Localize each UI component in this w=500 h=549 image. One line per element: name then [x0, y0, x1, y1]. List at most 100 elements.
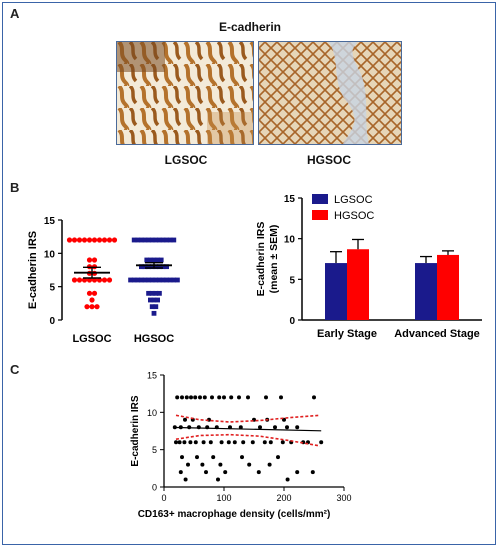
panel-letter-c: C	[10, 362, 20, 377]
dotplot-point	[91, 257, 98, 263]
scatter-point	[193, 440, 198, 445]
dotplot-point	[89, 304, 95, 310]
dotplot-point	[86, 237, 93, 243]
scatter-point	[210, 395, 214, 400]
dotplot-point	[101, 237, 108, 243]
scatter-point	[232, 440, 237, 445]
dotplot-point	[96, 237, 103, 243]
scatter-y-label: E-cadherin IRS	[130, 395, 141, 466]
dotplot-point	[158, 257, 164, 263]
dotplot-y-tick-label: 15	[44, 216, 56, 227]
dotplot-point	[153, 264, 159, 270]
dotplot-point	[146, 290, 151, 296]
scatter-y-tick-label: 15	[147, 371, 157, 381]
scatter-point	[195, 455, 199, 460]
scatter-point	[186, 462, 190, 467]
dotplot-point	[149, 290, 155, 296]
scatter-point	[246, 395, 250, 400]
scatter-point	[200, 462, 205, 467]
dotplot-point	[160, 277, 166, 283]
scatter-point	[262, 440, 267, 445]
scatter-point	[218, 462, 223, 467]
dotplot-point	[86, 290, 93, 296]
barplot-y-label: E-cadherin IRS(mean ± SEM)	[255, 222, 280, 297]
dotplot-point	[94, 304, 100, 310]
dotplot-point	[157, 290, 162, 296]
scatter-y-tick-label: 5	[152, 445, 157, 455]
scatter-point	[177, 440, 182, 445]
scatter-x-tick-label: 300	[336, 493, 351, 503]
barplot-chart: 0 5 10 15 E-cadherin IRS(mean ± SEM) Early St…	[255, 194, 482, 340]
scatter-point	[285, 477, 290, 482]
dotplot-point	[164, 237, 169, 243]
dotplot-point	[86, 277, 93, 283]
scatter-point	[180, 395, 184, 400]
dotplot-point	[76, 237, 83, 243]
dotplot-point	[148, 257, 153, 263]
dotplot-point	[151, 257, 157, 263]
dotplot-point	[164, 264, 169, 270]
scatter-x-tick-label: 0	[161, 493, 166, 503]
barplot-bar	[437, 254, 459, 320]
scatter-point	[241, 440, 246, 445]
dotplot-y-tick-label: 5	[49, 283, 55, 294]
barplot-x-tick-label: Advanced Stage	[394, 328, 480, 340]
figure-frame	[2, 2, 496, 545]
barplot-bar	[347, 249, 369, 320]
scatter-point	[279, 395, 283, 400]
dotplot-point	[91, 277, 98, 283]
scatter-fit-line	[175, 426, 322, 432]
scatter-point	[285, 425, 289, 430]
dotplot-point	[101, 277, 108, 283]
barplot-legend-label: LGSOC	[334, 194, 373, 206]
dotplot-point	[131, 237, 137, 243]
panel-letter-a: A	[10, 6, 20, 21]
scatter-point	[280, 440, 285, 445]
barplot-legend-swatch	[312, 210, 328, 220]
dotplot-point	[153, 237, 159, 243]
dotplot-point	[148, 297, 153, 303]
scatter-point	[211, 455, 216, 460]
scatter-point	[193, 395, 198, 400]
barplot-y-tick-label: 15	[284, 194, 296, 205]
scatter-x-label: CD163+ macrophage density (cells/mm²)	[138, 509, 331, 520]
scatter-point	[184, 395, 189, 400]
barplot-bar	[325, 263, 347, 320]
scatter-point	[180, 455, 184, 460]
scatter-x-tick-label: 200	[276, 493, 291, 503]
dotplot-point	[91, 237, 98, 243]
scatter-ci-upper	[175, 414, 321, 423]
dotplot-point	[146, 277, 151, 283]
dotplot-point	[111, 237, 118, 243]
dotplot-point	[153, 304, 159, 310]
scatter-point	[202, 395, 207, 400]
dotplot-point	[86, 257, 93, 263]
scatter-point	[240, 455, 244, 460]
dotplot-point	[135, 277, 141, 283]
scatter-point	[268, 440, 273, 445]
scatter-point	[312, 395, 316, 400]
scatter-point	[182, 440, 187, 445]
dotplot-point	[128, 277, 133, 283]
scatter-point	[258, 425, 262, 430]
barplot-x-tick-label: Early Stage	[317, 328, 377, 340]
scatter-point	[217, 395, 222, 400]
dotplot-point	[106, 237, 113, 243]
dotplot-chart: 0 5 10 15 E-cadherin IRS LGSOC HGSOC	[27, 216, 180, 345]
scatter-point	[295, 425, 300, 430]
dotplot-x-tick-label: LGSOC	[72, 333, 111, 345]
dotplot-point	[149, 237, 155, 243]
scatter-point	[216, 477, 220, 482]
scatter-ci-lower	[175, 433, 321, 447]
scatter-point	[264, 395, 268, 400]
lgsoc-micrograph	[116, 41, 254, 145]
barplot-legend-label: HGSOC	[334, 210, 374, 222]
dotplot-point	[81, 277, 88, 283]
scatter-point	[198, 395, 202, 400]
scatter-x-tick-label: 100	[216, 493, 231, 503]
dotplot-point	[151, 297, 157, 303]
dotplot-point	[139, 264, 144, 270]
dotplot-point	[89, 297, 95, 303]
scatter-point	[238, 425, 243, 430]
dotplot-point	[167, 237, 173, 243]
